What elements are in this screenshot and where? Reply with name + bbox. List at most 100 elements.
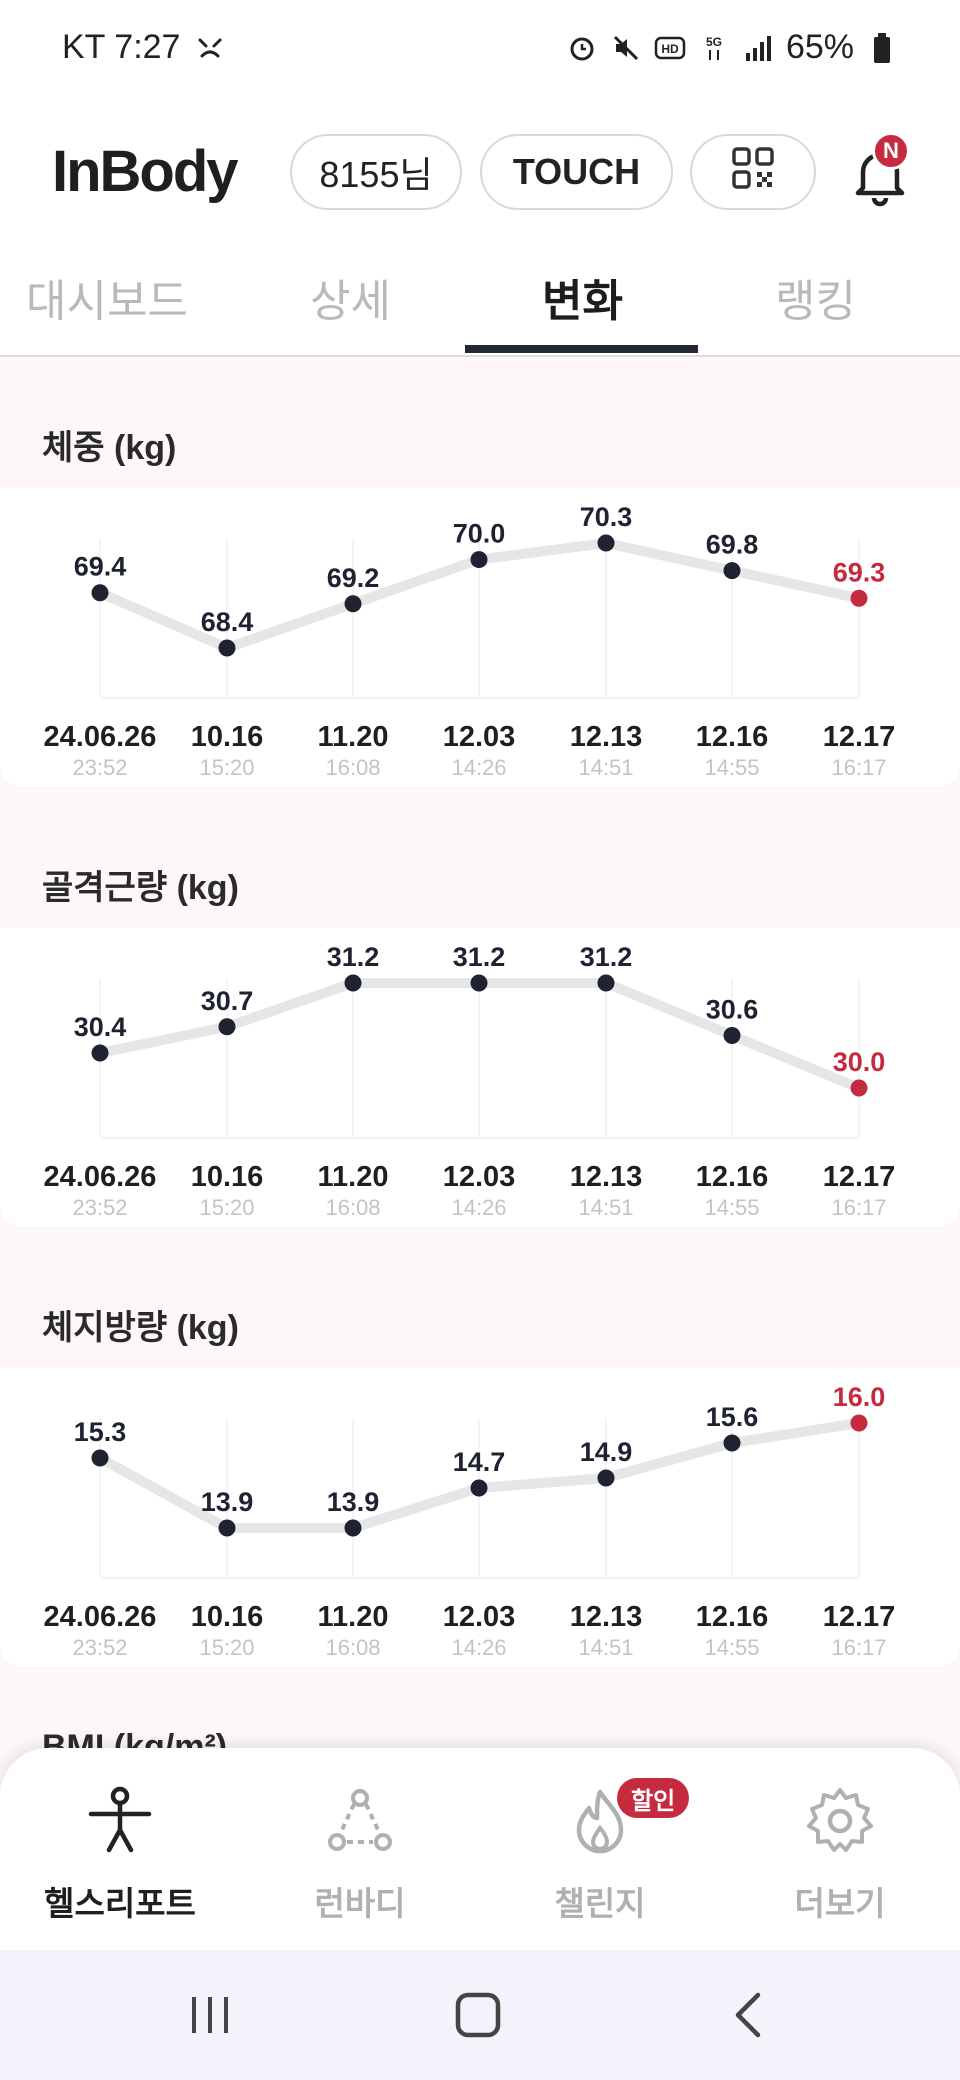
active-tab-indicator [465, 345, 698, 353]
mute-icon [610, 32, 642, 64]
data-label: 31.2 [327, 942, 380, 972]
data-label: 31.2 [580, 942, 633, 972]
nav-health-report[interactable]: 헬스리포트 [20, 1784, 220, 1925]
home-icon[interactable] [448, 1985, 508, 2045]
inbody-logo: InBody [52, 139, 239, 204]
runbody-icon [323, 1784, 397, 1863]
x-tick-label: 11.20 [318, 1161, 389, 1193]
x-tick-label: 12.03 [443, 1601, 516, 1633]
nav-challenge[interactable]: 챌린지 [500, 1784, 700, 1925]
x-tick-time: 16:08 [325, 1635, 380, 1660]
data-label: 69.3 [833, 557, 886, 587]
data-label: 14.9 [580, 1437, 633, 1467]
x-tick-time: 16:08 [325, 1195, 380, 1220]
tab-detail[interactable]: 상세 [310, 277, 391, 326]
x-tick-time: 16:17 [831, 1195, 886, 1220]
x-tick-label: 24.06.26 [44, 1161, 157, 1193]
data-label: 69.8 [706, 530, 759, 560]
x-tick-label: 12.17 [823, 721, 896, 753]
data-point [344, 595, 362, 613]
nav-more-label: 더보기 [794, 1885, 886, 1922]
data-point [218, 639, 236, 657]
tab-change[interactable]: 변화 [542, 277, 623, 326]
data-label: 30.4 [74, 1012, 127, 1042]
data-label: 30.7 [201, 986, 254, 1016]
x-tick-label: 12.13 [570, 721, 643, 753]
status-bar: KT 7:27 HD 5G 65% [0, 0, 960, 100]
x-tick-label: 12.16 [696, 721, 769, 753]
data-point [470, 551, 488, 569]
bottom-navigation: 헬스리포트 런바디 챌린지 더보기 [0, 1748, 960, 1950]
x-tick-label: 12.16 [696, 1161, 769, 1193]
data-label: 69.2 [327, 563, 380, 593]
data-point [344, 1519, 362, 1537]
x-tick-time: 15:20 [199, 1635, 254, 1660]
data-point [850, 589, 868, 607]
data-label: 13.9 [201, 1487, 254, 1517]
muscle-chart-title: 골격근량 (kg) [42, 869, 239, 907]
x-tick-label: 24.06.26 [44, 1601, 157, 1633]
tab-ranking[interactable]: 랭킹 [775, 277, 856, 326]
x-tick-label: 10.16 [191, 721, 264, 753]
data-point [218, 1519, 236, 1537]
5g-icon: 5G [698, 32, 730, 64]
x-tick-time: 14:51 [578, 755, 633, 780]
data-point [91, 1449, 109, 1467]
silent-face-icon [194, 32, 226, 64]
data-point [470, 1479, 488, 1497]
x-tick-time: 23:52 [72, 1635, 127, 1660]
data-label: 14.7 [453, 1447, 506, 1477]
x-tick-label: 11.20 [318, 721, 389, 753]
nav-health-report-label: 헬스리포트 [44, 1885, 196, 1922]
notification-badge: N [872, 132, 910, 170]
x-tick-time: 15:20 [199, 1195, 254, 1220]
nav-challenge-label: 챌린지 [554, 1885, 646, 1922]
nav-runbody-label: 런바디 [314, 1885, 406, 1922]
fat-chart-card: 15.3 13.9 13.9 14.7 14.9 15.6 16.0 24.06.26 23:5… [0, 1368, 960, 1666]
data-label: 70.3 [580, 502, 633, 532]
x-tick-label: 12.13 [570, 1601, 643, 1633]
status-left: KT 7:27 [62, 28, 226, 67]
alarm-icon [566, 32, 598, 64]
x-tick-label: 12.03 [443, 721, 516, 753]
x-tick-label: 10.16 [191, 1601, 264, 1633]
weight-chart: 69.4 68.4 69.2 70.0 70.3 69.8 69.3 24.06.2623:5… [44, 502, 896, 780]
data-point [597, 534, 615, 552]
data-label: 70.0 [453, 519, 506, 549]
touch-button[interactable]: TOUCH [480, 134, 673, 210]
gear-icon [803, 1784, 877, 1863]
back-icon[interactable] [720, 1985, 780, 2045]
hd-icon: HD [654, 32, 686, 64]
svg-text:HD: HD [661, 42, 679, 56]
svg-text:5G: 5G [706, 35, 722, 49]
data-label: 15.6 [706, 1402, 759, 1432]
carrier-time: KT 7:27 [62, 28, 181, 66]
data-label: 69.4 [74, 552, 127, 582]
x-tick-time: 16:08 [325, 755, 380, 780]
data-point [723, 562, 741, 580]
battery-icon [866, 32, 898, 64]
data-point [470, 974, 488, 992]
tab-dashboard[interactable]: 대시보드 [26, 277, 188, 326]
x-tick-label: 10.16 [191, 1161, 264, 1193]
x-tick-time: 23:52 [72, 755, 127, 780]
x-tick-time: 16:17 [831, 1635, 886, 1660]
weight-chart-title: 체중 (kg) [42, 429, 177, 467]
x-tick-time: 14:26 [451, 755, 506, 780]
x-tick-label: 12.16 [696, 1601, 769, 1633]
x-tick-label: 11.20 [318, 1601, 389, 1633]
x-tick-label: 12.17 [823, 1161, 896, 1193]
qr-button[interactable] [690, 134, 816, 210]
data-label: 68.4 [201, 607, 254, 637]
data-point [723, 1027, 741, 1044]
nav-runbody[interactable]: 런바디 [260, 1784, 460, 1925]
x-tick-time: 14:55 [704, 1195, 759, 1220]
sale-badge: 할인 [617, 1778, 690, 1818]
data-point [850, 1079, 868, 1097]
nav-more[interactable]: 더보기 [740, 1784, 940, 1925]
user-button[interactable]: 8155님 [290, 134, 462, 210]
recent-apps-icon[interactable] [180, 1985, 240, 2045]
qr-code-icon [731, 146, 775, 199]
data-label: 30.6 [706, 995, 759, 1025]
x-tick-label: 12.13 [570, 1161, 643, 1193]
